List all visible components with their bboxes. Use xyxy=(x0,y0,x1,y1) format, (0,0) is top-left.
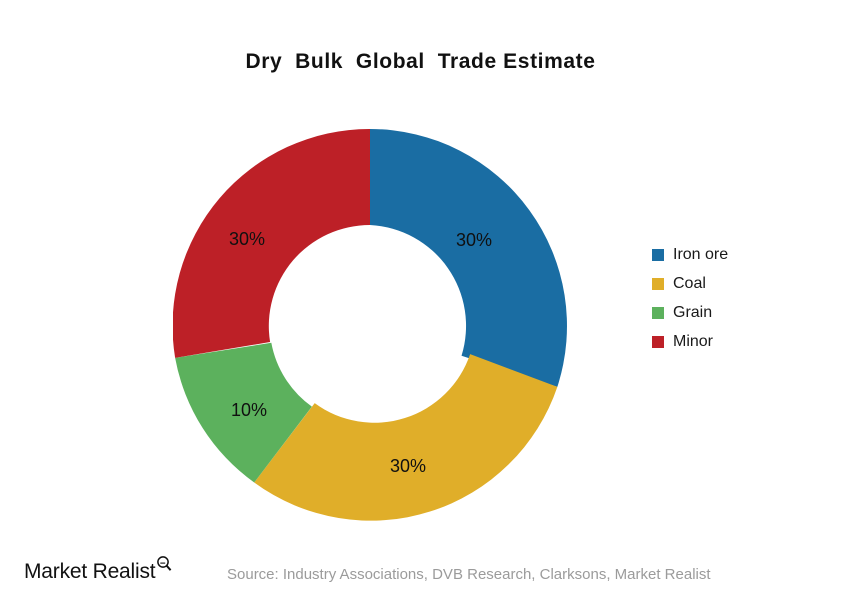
legend-label: Grain xyxy=(673,303,713,321)
donut-slice-minor[interactable] xyxy=(173,129,370,358)
legend-item-coal[interactable]: Coal xyxy=(652,269,728,298)
donut-chart-svg: 30% 30% 10% 30% xyxy=(173,129,567,521)
slice-label-iron-ore: 30% xyxy=(456,230,492,250)
legend-item-minor[interactable]: Minor xyxy=(652,327,728,356)
slice-label-coal: 30% xyxy=(390,456,426,476)
slice-label-grain: 10% xyxy=(231,400,267,420)
source-attribution: Source: Industry Associations, DVB Resea… xyxy=(227,566,711,583)
legend-swatch-icon xyxy=(652,335,664,348)
donut-slice-grain[interactable] xyxy=(175,342,312,483)
legend-item-iron-ore[interactable]: Iron ore xyxy=(652,240,728,269)
legend-swatch-icon xyxy=(652,277,664,290)
magnifier-icon xyxy=(156,555,172,577)
legend-label: Coal xyxy=(673,274,706,292)
brand-logo: Market Realist xyxy=(24,556,172,583)
donut-slice-iron-ore[interactable] xyxy=(370,129,567,387)
slice-label-minor: 30% xyxy=(229,229,265,249)
legend-label: Minor xyxy=(673,332,714,350)
legend-item-grain[interactable]: Grain xyxy=(652,298,728,327)
chart-legend: Iron ore Coal Grain Minor xyxy=(652,240,728,356)
brand-name: Market Realist xyxy=(24,560,156,583)
donut-slice-coal[interactable] xyxy=(254,354,558,521)
donut-chart: 30% 30% 10% 30% xyxy=(173,129,567,523)
chart-title: Dry Bulk Global Trade Estimate xyxy=(245,50,596,73)
legend-swatch-icon xyxy=(652,248,664,261)
legend-label: Iron ore xyxy=(673,245,729,263)
legend-swatch-icon xyxy=(652,306,664,319)
